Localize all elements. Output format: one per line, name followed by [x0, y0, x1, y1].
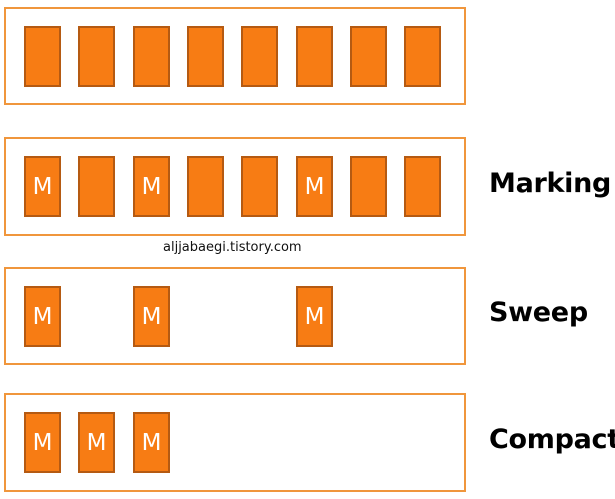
- heap-object: [241, 156, 278, 217]
- initial-heap: [4, 7, 466, 105]
- marked-object: M: [296, 286, 333, 347]
- heap-object: [24, 26, 61, 87]
- heap-object: [296, 26, 333, 87]
- marked-object: M: [24, 156, 61, 217]
- heap-object: [350, 26, 387, 87]
- marked-object: M: [24, 286, 61, 347]
- heap-object: [187, 26, 224, 87]
- marked-object: M: [133, 412, 170, 473]
- heap-object: [78, 26, 115, 87]
- heap-object: [241, 26, 278, 87]
- heap-object: [187, 156, 224, 217]
- marked-object: M: [24, 412, 61, 473]
- heap-object: [133, 26, 170, 87]
- heap-object: [404, 156, 441, 217]
- heap-object: [350, 156, 387, 217]
- phase-label-sweep: Sweep: [489, 297, 588, 328]
- heap-object: [404, 26, 441, 87]
- phase-label-marking: Marking: [489, 168, 612, 199]
- phase-label-compact: Compact: [489, 424, 615, 455]
- marked-object: M: [296, 156, 333, 217]
- marked-object: M: [78, 412, 115, 473]
- marked-object: M: [133, 156, 170, 217]
- heap-object: [78, 156, 115, 217]
- watermark-text: aljjabaegi.tistory.com: [163, 240, 302, 255]
- marked-object: M: [133, 286, 170, 347]
